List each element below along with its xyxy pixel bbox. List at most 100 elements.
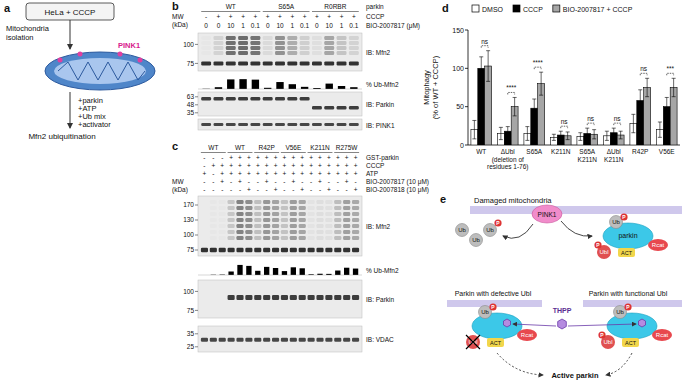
category-label: K211N [551, 148, 571, 155]
condition: - [257, 178, 259, 185]
category-line: ΔUbl [501, 148, 516, 155]
band [254, 224, 261, 228]
error-bar [592, 130, 596, 139]
condition: + [291, 162, 295, 169]
error-line [594, 130, 595, 139]
label-line: isolation [6, 33, 34, 42]
membrane [583, 300, 682, 307]
condition: + [241, 13, 245, 20]
condition: + [283, 162, 287, 169]
blot [198, 196, 362, 256]
band [312, 51, 322, 55]
band [290, 200, 297, 204]
band [250, 61, 260, 65]
band [245, 212, 252, 216]
label: Ubl [603, 339, 612, 345]
significance-bracket [481, 46, 488, 48]
error-cap [472, 138, 476, 139]
band [236, 206, 243, 210]
mw-tick [195, 333, 198, 334]
band [312, 123, 322, 126]
pink1-dot [138, 58, 143, 63]
label: P [600, 332, 604, 338]
band [263, 224, 270, 228]
error-bar [539, 72, 543, 95]
error-bar [479, 57, 483, 80]
condition: - [337, 186, 339, 193]
group-line [228, 152, 253, 153]
band [300, 123, 310, 126]
label: Rcat [656, 332, 669, 338]
band [343, 248, 350, 253]
error-cap [566, 139, 570, 140]
tick-label: 50 [456, 103, 464, 110]
band [210, 224, 217, 228]
arrow [497, 353, 543, 375]
band [245, 230, 252, 234]
error-cap [532, 117, 536, 118]
error-cap [559, 131, 563, 132]
condition: + [253, 13, 257, 20]
condition: - [346, 186, 348, 193]
band [352, 248, 359, 253]
label: (kDa) [172, 21, 188, 29]
mw-tick [195, 310, 198, 311]
band [337, 41, 347, 45]
error-line [633, 114, 634, 132]
y-tick [465, 30, 468, 31]
band [250, 36, 260, 40]
error-line [553, 134, 554, 140]
error-cap [638, 89, 642, 90]
band [210, 236, 217, 240]
band [236, 230, 243, 234]
band [349, 61, 359, 65]
condition: + [220, 162, 224, 169]
condition: + [318, 162, 322, 169]
condition: - [212, 178, 214, 185]
error-bar [578, 133, 582, 141]
ubiquitin [470, 234, 483, 247]
band [334, 295, 341, 300]
band [312, 46, 322, 50]
band [352, 212, 359, 216]
band [287, 51, 297, 55]
band [343, 200, 350, 204]
error-bar [552, 134, 556, 140]
error-bar [506, 127, 510, 136]
mw-label: 25 [187, 343, 195, 350]
band [308, 206, 315, 210]
error-cap [605, 131, 609, 132]
condition: + [220, 178, 224, 185]
band [254, 230, 261, 234]
condition: - [354, 178, 356, 185]
condition: + [309, 170, 313, 177]
error-bar [645, 78, 649, 96]
label: ACT [621, 250, 633, 256]
condition: 0.1 [251, 22, 260, 29]
band [300, 97, 310, 101]
condition: + [266, 13, 270, 20]
error-line [587, 128, 588, 139]
error-bar [619, 131, 623, 139]
mw-tick [195, 250, 198, 251]
label: WT [226, 3, 236, 10]
ub-bar [326, 84, 333, 89]
error-cap [566, 131, 570, 132]
band [245, 295, 252, 300]
label: Mfn2 ubiquitination [28, 132, 95, 141]
error-cap [672, 96, 676, 97]
band [263, 41, 273, 45]
band [245, 200, 252, 204]
band [219, 230, 226, 234]
error-cap [513, 115, 517, 116]
pink1-dot [118, 52, 123, 57]
band [219, 212, 226, 216]
error-cap [612, 137, 616, 138]
group-line [201, 11, 260, 12]
condition: + [283, 170, 287, 177]
act [618, 248, 635, 257]
ub-baseline [198, 275, 362, 276]
category-label: S65A [526, 148, 543, 155]
parkin [607, 313, 657, 339]
ub-bar [215, 87, 222, 89]
